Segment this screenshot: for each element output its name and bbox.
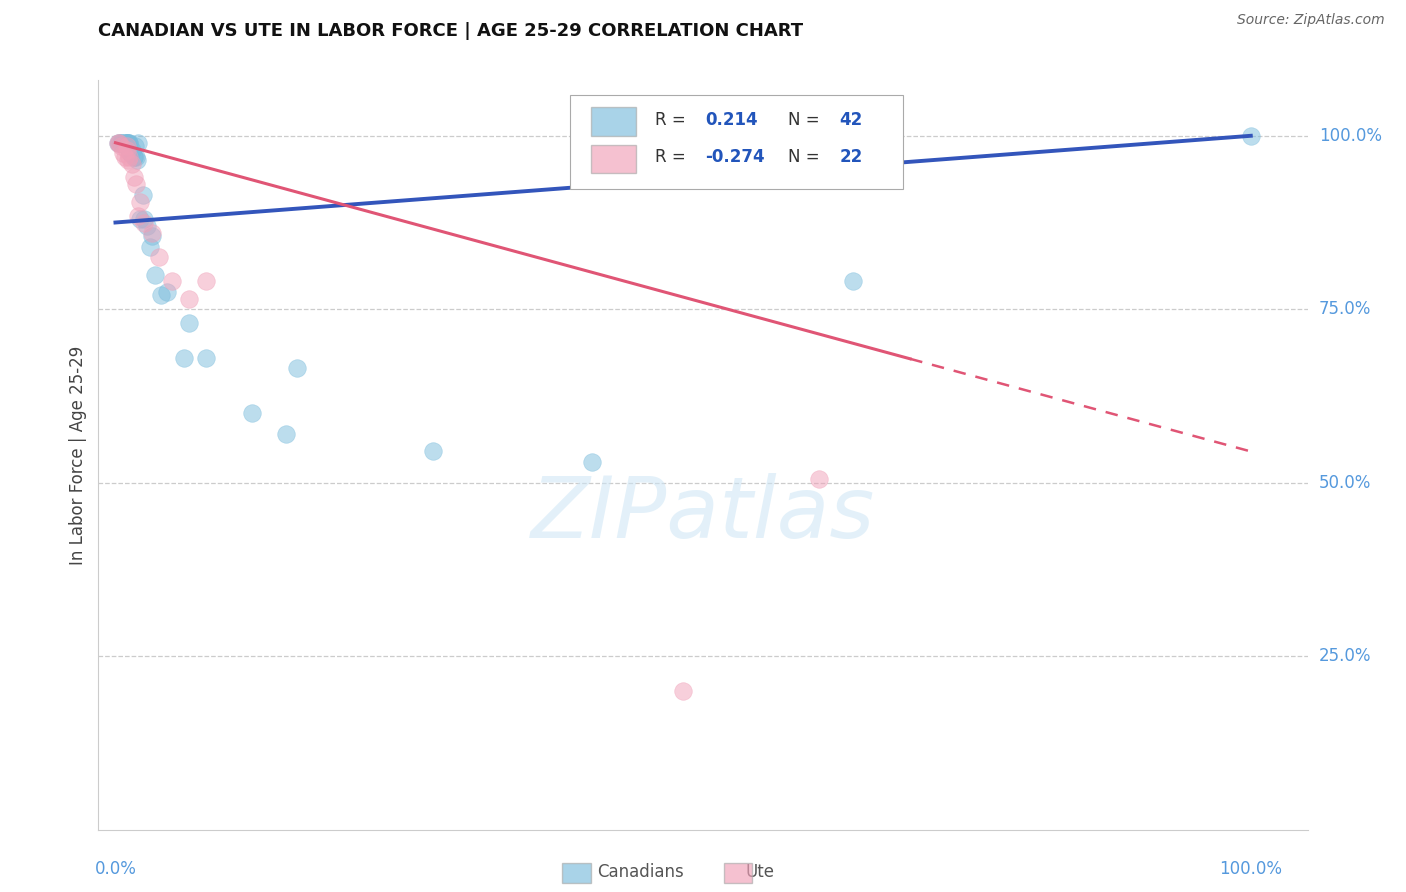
Text: CANADIAN VS UTE IN LABOR FORCE | AGE 25-29 CORRELATION CHART: CANADIAN VS UTE IN LABOR FORCE | AGE 25-…: [98, 22, 804, 40]
Point: [120, 146, 142, 161]
Point: [108, 136, 131, 150]
Point: [108, 136, 131, 150]
Point: [118, 136, 141, 150]
Text: 25.0%: 25.0%: [1319, 647, 1371, 665]
Point: [129, 212, 152, 227]
Point: [110, 139, 132, 153]
Text: N =: N =: [787, 111, 820, 129]
Point: [107, 136, 129, 150]
Y-axis label: In Labor Force | Age 25-29: In Labor Force | Age 25-29: [69, 345, 87, 565]
Point: [120, 146, 142, 161]
Point: [149, 288, 172, 302]
Text: Ute: Ute: [745, 863, 775, 881]
Point: [125, 150, 148, 164]
Point: [141, 226, 163, 240]
Point: [125, 178, 148, 192]
Point: [114, 136, 136, 150]
Point: [195, 351, 218, 365]
Point: [285, 361, 308, 376]
Text: 100.0%: 100.0%: [1219, 860, 1282, 878]
Point: [842, 275, 865, 289]
Point: [1240, 128, 1263, 143]
Point: [110, 136, 132, 150]
Text: N =: N =: [787, 148, 820, 167]
Point: [120, 143, 142, 157]
Point: [107, 136, 129, 150]
Point: [138, 240, 160, 254]
Point: [808, 472, 831, 486]
Point: [115, 136, 138, 150]
FancyBboxPatch shape: [591, 145, 637, 173]
Point: [115, 136, 138, 150]
Point: [122, 150, 145, 164]
Point: [112, 136, 135, 150]
Point: [117, 136, 139, 150]
Text: 75.0%: 75.0%: [1319, 301, 1371, 318]
Point: [118, 136, 141, 150]
Point: [274, 427, 297, 442]
Point: [115, 136, 138, 150]
Point: [121, 143, 143, 157]
Point: [581, 455, 603, 469]
Point: [672, 683, 695, 698]
Point: [132, 212, 155, 227]
Point: [124, 139, 146, 153]
Point: [179, 316, 201, 330]
Point: [115, 139, 138, 153]
Point: [122, 170, 145, 185]
Point: [422, 444, 444, 458]
Point: [143, 268, 166, 282]
Point: [141, 229, 163, 244]
Point: [240, 406, 263, 420]
Text: 0.0%: 0.0%: [94, 860, 136, 878]
Text: Source: ZipAtlas.com: Source: ZipAtlas.com: [1237, 13, 1385, 28]
Point: [129, 194, 152, 209]
Point: [117, 153, 139, 167]
Point: [118, 150, 141, 164]
FancyBboxPatch shape: [591, 107, 637, 136]
Text: R =: R =: [655, 111, 685, 129]
Point: [179, 292, 201, 306]
Point: [155, 285, 177, 299]
Text: R =: R =: [655, 148, 685, 167]
Point: [136, 219, 159, 233]
Point: [112, 146, 135, 161]
Point: [148, 250, 170, 264]
Point: [114, 136, 136, 150]
Text: Canadians: Canadians: [598, 863, 685, 881]
Point: [127, 209, 149, 223]
Point: [160, 275, 183, 289]
Point: [115, 143, 138, 157]
Point: [125, 153, 148, 167]
Point: [110, 136, 132, 150]
Text: 0.214: 0.214: [706, 111, 758, 129]
Point: [121, 156, 143, 170]
Text: ZIPatlas: ZIPatlas: [531, 474, 875, 557]
Point: [127, 136, 149, 150]
Point: [114, 150, 136, 164]
FancyBboxPatch shape: [569, 95, 903, 189]
Point: [132, 215, 155, 229]
Text: 22: 22: [839, 148, 863, 167]
Point: [195, 275, 218, 289]
Point: [131, 187, 153, 202]
Text: 50.0%: 50.0%: [1319, 474, 1371, 491]
Point: [122, 150, 145, 164]
Point: [173, 351, 195, 365]
Text: 42: 42: [839, 111, 863, 129]
Text: -0.274: -0.274: [706, 148, 765, 167]
Text: 100.0%: 100.0%: [1319, 127, 1382, 145]
